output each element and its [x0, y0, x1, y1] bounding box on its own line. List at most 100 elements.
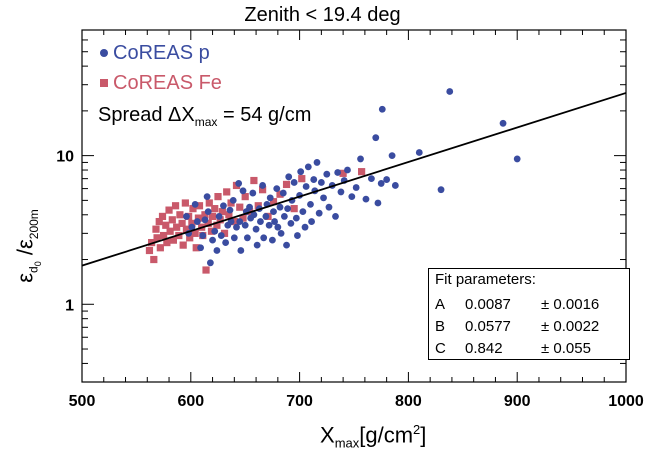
data-point-p — [287, 219, 295, 227]
data-point-p — [213, 247, 221, 254]
data-point-p — [265, 221, 273, 229]
data-point-p — [377, 180, 385, 187]
data-point-p — [237, 247, 245, 254]
data-point-p — [199, 232, 207, 239]
fit-row-c: C 0.842 ± 0.055 — [435, 339, 591, 357]
data-point-p — [315, 209, 323, 217]
data-point-p — [388, 152, 396, 160]
tick-layer: 500 600 700 800 900 1000 1 10 — [56, 29, 644, 410]
y-tick-label: 10 — [56, 149, 74, 166]
data-point-p — [197, 244, 204, 252]
data-point-fe — [168, 216, 176, 224]
x-tick-label: 600 — [177, 393, 204, 410]
data-point-fe — [202, 266, 210, 274]
data-point-fe — [169, 236, 177, 244]
data-point-p — [280, 213, 288, 220]
data-point-fe — [195, 202, 204, 210]
data-point-p — [230, 234, 238, 242]
data-point-fe — [194, 214, 203, 222]
data-point-p — [290, 179, 298, 186]
data-point-p — [222, 239, 230, 246]
data-point-p — [415, 149, 423, 156]
data-point-p — [313, 159, 321, 166]
data-point-p — [250, 211, 258, 219]
x-tick-label: 700 — [286, 393, 313, 410]
data-point-fe — [166, 227, 174, 235]
data-point-p — [269, 236, 276, 244]
data-point-p — [273, 185, 281, 193]
data-point-fe — [186, 234, 194, 242]
fit-row-b: B 0.0577 ± 0.0022 — [435, 317, 600, 335]
data-point-fe — [158, 212, 167, 221]
data-point-fe — [213, 221, 221, 229]
data-point-fe — [201, 211, 209, 219]
data-point-p — [368, 175, 375, 183]
data-point-fe — [208, 212, 217, 221]
data-point-fe — [150, 255, 158, 264]
plot-frame — [81, 29, 627, 383]
data-point-p — [203, 193, 211, 201]
plot-frame-layer — [81, 29, 627, 383]
data-point-p — [297, 168, 305, 176]
data-point-p — [235, 180, 243, 187]
data-point-fe — [192, 244, 200, 252]
data-point-p — [276, 203, 284, 211]
data-point-p — [227, 218, 235, 225]
data-point-fe — [269, 198, 278, 206]
data-point-p — [259, 182, 267, 189]
data-point-p — [357, 155, 364, 163]
data-point-p — [284, 205, 292, 213]
data-point-p — [317, 179, 325, 186]
data-point-fe — [173, 223, 181, 231]
data-point-fe — [239, 214, 247, 222]
data-point-p — [252, 225, 260, 233]
data-point-p — [206, 259, 214, 267]
data-point-p — [283, 241, 290, 249]
data-point-fe — [156, 244, 164, 252]
data-point-p — [308, 218, 315, 225]
data-point-p — [372, 134, 380, 142]
data-point-fe — [152, 225, 160, 233]
data-point-fe — [171, 202, 180, 210]
data-point-fe — [220, 229, 229, 237]
data-point-fe — [178, 219, 186, 227]
data-point-p — [204, 208, 212, 216]
data-point-p — [243, 234, 251, 242]
legend: CoREAS p CoREAS Fe Spread ΔXmax = 54 g/c… — [98, 38, 311, 137]
data-point-p — [383, 176, 391, 183]
data-point-p — [215, 213, 223, 220]
data-point-p — [304, 163, 312, 171]
data-point-p — [307, 200, 314, 208]
data-point-p — [344, 166, 351, 174]
data-point-fe — [182, 225, 191, 233]
legend-entry-fe: CoREAS Fe — [98, 68, 311, 98]
data-point-p — [201, 216, 209, 224]
data-point-p — [274, 223, 282, 231]
data-point-fe — [163, 238, 171, 247]
data-point-fe — [160, 231, 168, 240]
data-point-p — [285, 173, 293, 181]
data-point-fe — [236, 203, 244, 211]
data-point-fe — [205, 199, 213, 207]
y-axis-title: εd0 /ε200m — [12, 209, 44, 283]
data-point-fe — [165, 206, 173, 214]
legend-label-p: CoREAS p — [113, 42, 210, 64]
data-point-p — [209, 236, 216, 244]
data-point-fe — [153, 234, 161, 242]
data-point-p — [236, 218, 244, 225]
data-point-fe — [214, 193, 222, 201]
data-point-fe — [259, 186, 267, 194]
y-tick-label: 1 — [65, 297, 74, 314]
fit-line — [81, 92, 627, 267]
data-point-fe — [176, 211, 184, 219]
data-point-p — [193, 218, 201, 225]
data-point-p — [334, 169, 342, 176]
x-axis-title: Xmax[g/cm2] — [320, 422, 427, 451]
data-point-p — [362, 195, 370, 203]
data-point-p — [257, 218, 264, 225]
chart-title: Zenith < 19.4 deg — [244, 4, 401, 26]
data-point-fe — [250, 176, 258, 185]
data-point-fe — [204, 219, 212, 227]
data-point-fe — [191, 229, 199, 237]
